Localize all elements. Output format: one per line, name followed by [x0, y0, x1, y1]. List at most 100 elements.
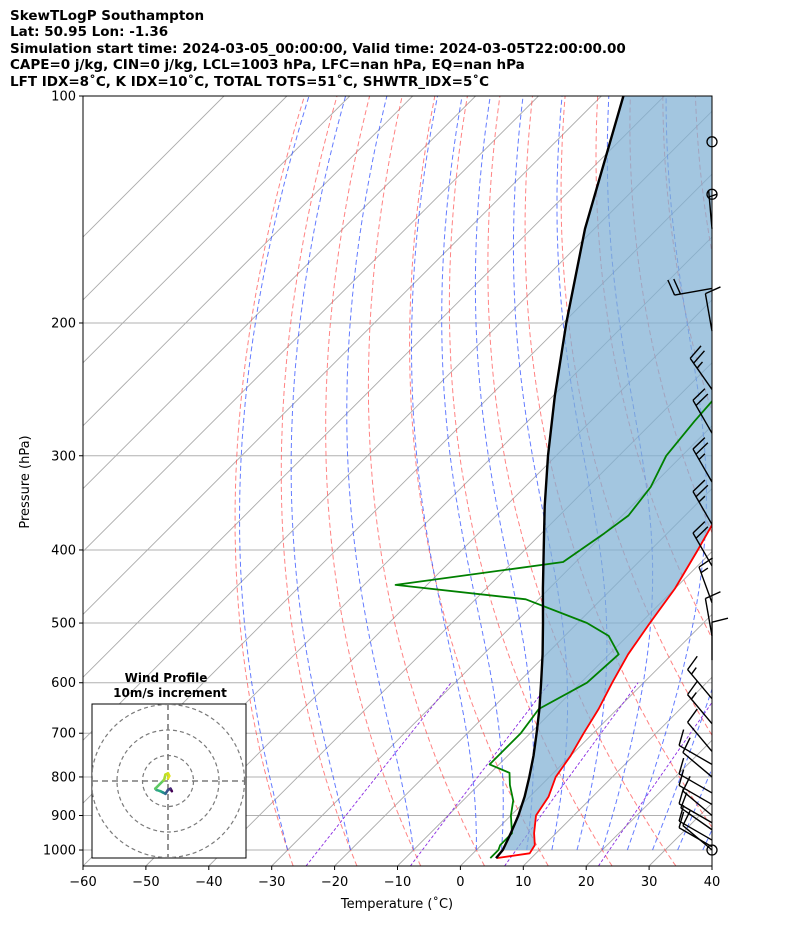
wind-barb-staff [678, 744, 713, 766]
wind-barb-flag [687, 655, 698, 671]
y-tick-label: 1000 [43, 844, 76, 859]
wind-barb [689, 345, 713, 390]
wind-barb-half-flag [700, 567, 709, 574]
wind-barb-flag [687, 680, 698, 696]
axis-ticks-layer: −60 −50 −40 −30 −20 −10 0 10 20 30 40 100 200 300 400 5… [43, 90, 720, 891]
moist-adiabat-line [346, 96, 414, 851]
isotherm-line [334, 487, 712, 866]
wind-barb-staff [692, 448, 713, 483]
hodograph-plot [92, 704, 246, 858]
wind-barb [692, 388, 713, 434]
wind-barb-flag [698, 557, 714, 568]
wind-barb-flag [678, 729, 685, 746]
moist-adiabat-line [601, 96, 654, 851]
y-tick-label: 200 [51, 316, 76, 331]
calm-wind-circle [706, 188, 718, 200]
wind-barb-half-flag [708, 193, 718, 198]
wind-barb-flag [689, 345, 702, 359]
wind-barb-flag [692, 388, 706, 401]
wind-barb-flag [678, 804, 685, 822]
wind-barb-half-flag [698, 453, 706, 460]
wind-barb-staff [698, 566, 713, 604]
wind-barb-staff [678, 784, 713, 806]
wind-barb-staff [689, 357, 713, 390]
wind-barb-staff [674, 287, 713, 296]
dewpoint-profile-line [394, 399, 712, 859]
wind-barb-half-flag [698, 495, 706, 503]
moist-adiabat-line [702, 828, 712, 851]
mixing-ratio-line [410, 682, 550, 866]
y-tick-label: 800 [51, 770, 76, 785]
x-tick-label: 10 [515, 875, 532, 890]
mixing-ratio-line [305, 682, 452, 866]
dry-adiabat-line [280, 96, 358, 866]
wind-barb [707, 190, 718, 229]
isotherm-line [83, 96, 539, 553]
hodograph-inset: Wind Profile 10m/s increment [91, 671, 247, 859]
wind-barb-staff [692, 399, 713, 434]
cin-shading [502, 96, 712, 850]
wind-barb-flag [692, 521, 706, 534]
x-tick-label: −20 [321, 875, 348, 890]
y-tick-label: 400 [51, 543, 76, 558]
wind-barb-flag [678, 769, 685, 786]
moist-adiabat-line [474, 96, 534, 851]
wind-barb-flag [678, 811, 685, 828]
x-tick-label: 30 [641, 875, 658, 890]
chart-title: SkewTLogP Southampton [10, 8, 205, 24]
wind-barb-staff [707, 190, 713, 229]
moist-adiabat-line [290, 96, 352, 851]
isotherm-line [83, 96, 665, 678]
wind-barb [667, 278, 713, 296]
moist-adiabat-line [239, 96, 310, 851]
wind-barb [692, 521, 713, 567]
y-axis-label: Pressure (hPa) [18, 435, 33, 528]
wind-barb-staff [704, 598, 713, 637]
wind-barb [692, 479, 713, 525]
x-axis-label: Temperature (˚C) [340, 896, 453, 912]
wind-barb-flag [695, 442, 709, 455]
wind-barb-flag [678, 757, 685, 775]
dry-adiabat-line [524, 96, 712, 829]
profile-lines-layer [394, 96, 712, 859]
wind-barb [687, 680, 713, 725]
wind-barb-flag [673, 278, 682, 295]
wind-barb-staff [687, 669, 713, 700]
hodograph-subtitle: 10m/s increment [113, 686, 227, 700]
cape-cin-line: CAPE=0 j/kg, CIN=0 j/kg, LCL=1003 hPa, L… [10, 57, 525, 74]
temperature-profile-line [496, 523, 712, 859]
isotherm-line [397, 550, 712, 866]
wind-barb [711, 617, 729, 661]
wind-barb [687, 655, 713, 700]
wind-barb-staff [678, 773, 713, 794]
wind-barb [682, 737, 713, 778]
wind-barbs-layer [667, 136, 729, 856]
y-tick-label: 500 [51, 617, 76, 632]
x-tick-label: −10 [384, 875, 411, 890]
x-tick-label: −50 [132, 875, 159, 890]
isotherm-line [83, 96, 602, 616]
wind-barb-half-flag [696, 361, 704, 369]
wind-barb-flag [692, 437, 706, 450]
wind-barb-staff [682, 751, 713, 778]
wind-barb [698, 557, 714, 604]
hodograph-segment [153, 779, 165, 790]
dry-adiabat-line [728, 96, 794, 866]
hodograph-segment [166, 774, 171, 780]
y-tick-label: 600 [51, 676, 76, 691]
wind-barb-half-flag [690, 667, 697, 675]
wind-barb-staff [692, 532, 713, 567]
wind-barb [678, 757, 713, 794]
dry-adiabat-line [325, 96, 422, 866]
wind-barb-flag [695, 393, 709, 406]
wind-barb-staff [680, 807, 713, 831]
moist-adiabat-line [441, 96, 504, 851]
y-tick-label: 100 [51, 90, 76, 105]
wind-barb-flag [682, 737, 691, 753]
wind-barb-flag [692, 479, 706, 493]
dry-adiabat-line [448, 96, 613, 866]
isotherm-line [83, 96, 225, 238]
x-tick-label: 20 [578, 875, 595, 890]
isotherm-line [522, 676, 712, 866]
